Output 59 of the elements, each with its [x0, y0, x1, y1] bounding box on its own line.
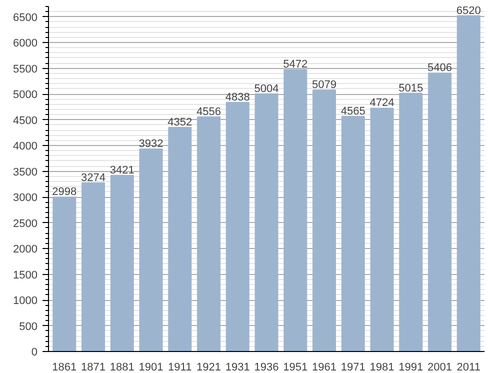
y-tick-label: 6500 [13, 12, 38, 24]
x-tick-label: 2011 [456, 362, 480, 373]
data-label: 5079 [312, 78, 336, 91]
x-tick-label: 1871 [81, 362, 106, 373]
bar [456, 15, 480, 352]
bar [284, 69, 308, 352]
y-tick-label: 2500 [13, 218, 38, 230]
x-tick-label: 1911 [168, 362, 192, 373]
bar [370, 108, 394, 352]
x-tick-label: 1901 [138, 362, 164, 373]
bar [139, 148, 163, 352]
x-tick-label: 1981 [370, 362, 394, 373]
bar [341, 116, 365, 352]
x-tick-label: 1971 [340, 362, 366, 373]
bar [312, 89, 336, 352]
x-tick-label: 1881 [110, 362, 134, 373]
data-label: 4556 [196, 106, 221, 118]
data-label: 3274 [81, 172, 106, 184]
y-tick-label: 3500 [13, 166, 38, 178]
bar [226, 102, 250, 352]
y-tick-label: 4500 [13, 114, 38, 127]
bar [168, 126, 192, 352]
data-label: 2998 [52, 186, 77, 198]
y-tick-label: 1000 [13, 295, 38, 308]
x-tick-label: 1861 [52, 362, 77, 373]
data-label: 4724 [370, 97, 394, 110]
data-label: 3932 [138, 138, 164, 150]
bar [52, 196, 76, 352]
y-tick-label: 1500 [13, 269, 38, 282]
bar [196, 116, 221, 352]
x-tick-label: 1931 [225, 362, 250, 373]
x-tick-label: 1921 [196, 362, 221, 373]
bar [399, 92, 423, 352]
y-tick-label: 0 [31, 346, 38, 358]
y-tick-label: 5000 [13, 89, 38, 102]
y-tick-label: 4000 [13, 140, 38, 153]
data-label: 4838 [225, 91, 250, 104]
y-tick-label: 5500 [13, 63, 38, 76]
bar [110, 174, 134, 352]
y-tick-label: 2000 [13, 244, 38, 256]
y-tick-label: 500 [19, 320, 38, 333]
bar [428, 72, 452, 352]
x-tick-label: 2001 [428, 362, 452, 373]
y-tick-label: 3000 [13, 192, 38, 204]
data-label: 5015 [398, 82, 424, 94]
data-label: 3421 [110, 164, 134, 176]
data-label: 4352 [168, 116, 192, 128]
data-label: 5004 [254, 82, 279, 95]
x-tick-label: 1936 [254, 362, 279, 373]
x-tick-label: 1961 [312, 362, 336, 373]
x-tick-label: 1951 [283, 362, 308, 373]
y-tick-label: 6000 [13, 38, 38, 50]
data-label: 6520 [456, 4, 481, 17]
data-label: 5472 [283, 58, 308, 71]
x-tick-label: 1991 [398, 362, 424, 373]
data-label: 4565 [340, 105, 366, 118]
bar [254, 93, 278, 352]
data-label: 5406 [428, 62, 452, 74]
bar [81, 182, 106, 352]
